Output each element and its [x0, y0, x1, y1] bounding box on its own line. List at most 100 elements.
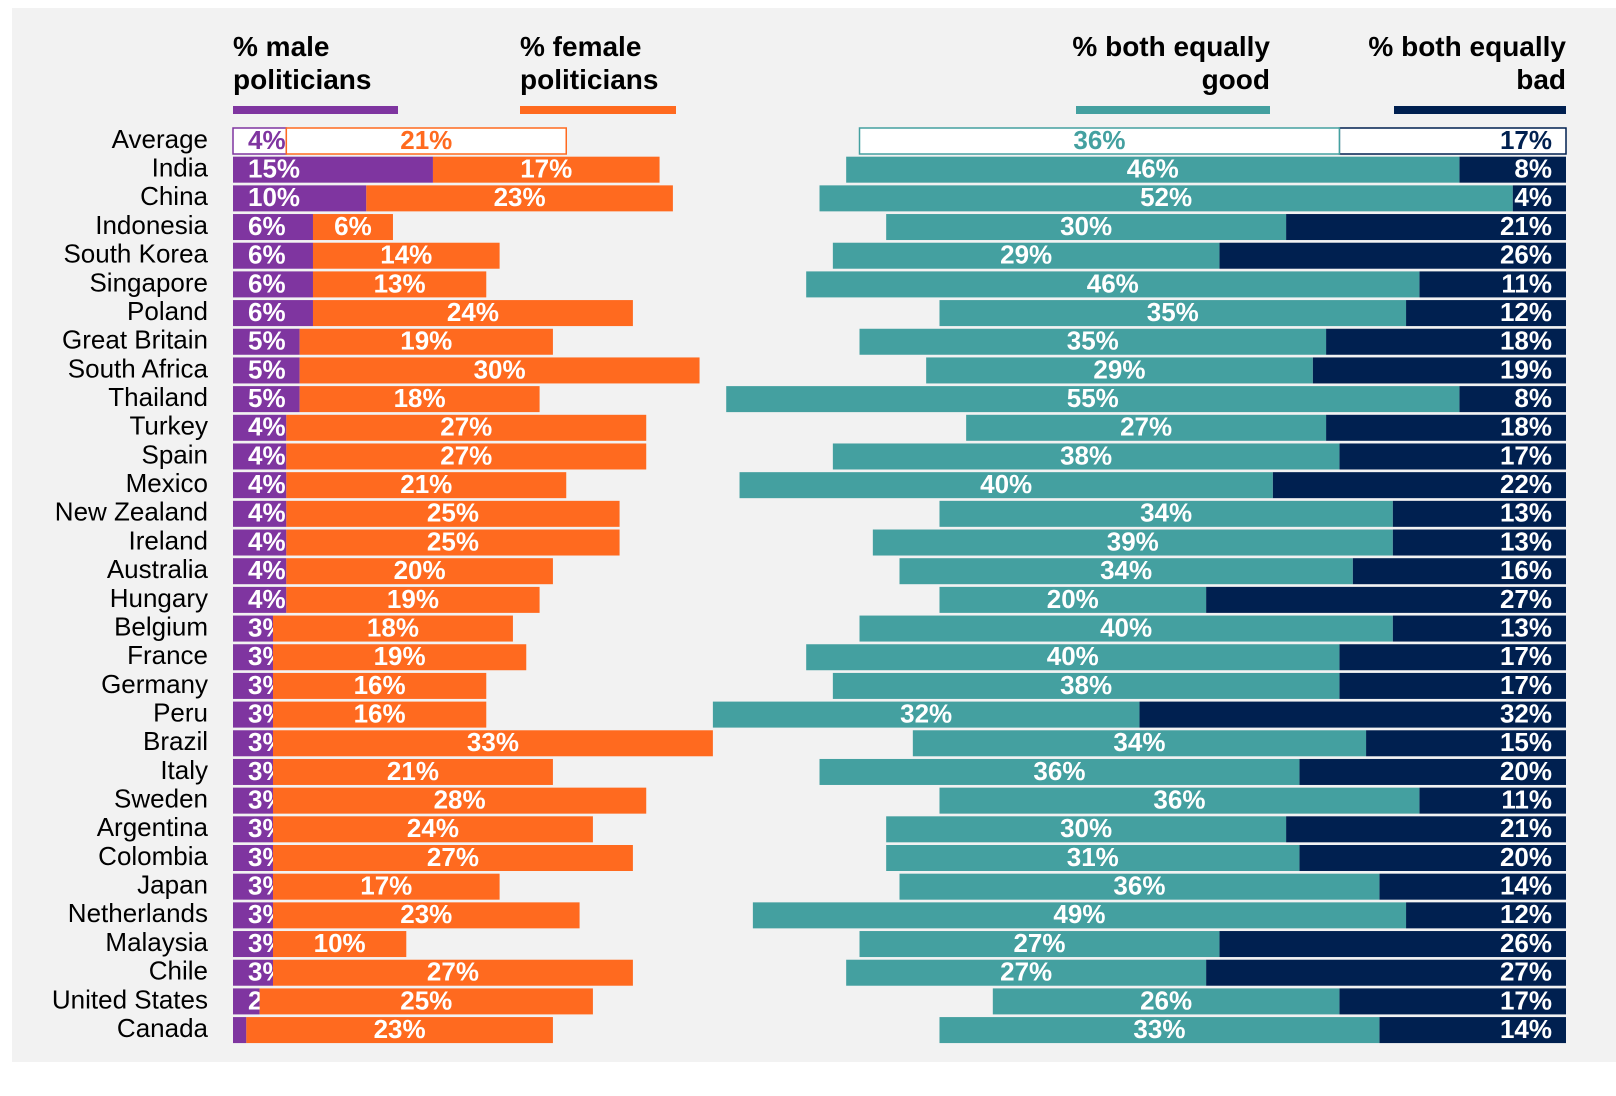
bar — [752, 902, 1407, 929]
bar — [272, 758, 553, 785]
value-label: 12% — [1500, 899, 1552, 929]
bar — [233, 988, 260, 1015]
value-label: 17% — [1500, 985, 1552, 1015]
value-label: 27% — [440, 440, 492, 470]
bar — [272, 873, 500, 900]
value-label: 27% — [1000, 957, 1052, 987]
value-label: 6% — [248, 211, 286, 241]
bar — [312, 242, 500, 269]
legend-swatch — [520, 106, 676, 114]
bar — [819, 758, 1300, 785]
value-label: 30% — [474, 354, 526, 384]
category-label: France — [127, 640, 208, 670]
value-label: 19% — [400, 326, 452, 356]
category-label: Average — [112, 124, 208, 154]
bar — [233, 586, 287, 613]
value-label: 28% — [434, 785, 486, 815]
bar — [939, 500, 1393, 527]
value-label: 25% — [427, 526, 479, 556]
bar — [1272, 472, 1566, 499]
bar — [233, 242, 313, 269]
category-label: Argentina — [97, 812, 209, 842]
value-label: 23% — [494, 182, 546, 212]
bar — [233, 558, 287, 585]
bar — [299, 386, 540, 413]
value-label: 27% — [1500, 584, 1552, 614]
value-label: 40% — [1047, 641, 1099, 671]
category-label: Singapore — [89, 267, 208, 297]
value-label: 16% — [354, 670, 406, 700]
category-label: Chile — [149, 956, 208, 986]
value-label: 6% — [248, 268, 286, 298]
category-label: Indonesia — [95, 210, 208, 240]
bar — [1219, 242, 1566, 269]
category-label: Australia — [107, 554, 209, 584]
bar — [886, 214, 1287, 241]
value-label: 23% — [400, 899, 452, 929]
value-label: 34% — [1100, 555, 1152, 585]
bar — [1286, 214, 1566, 241]
bar — [1286, 816, 1566, 843]
bar — [233, 701, 273, 728]
category-label: Colombia — [98, 841, 208, 871]
category-label: South Korea — [63, 239, 208, 269]
bar — [233, 787, 273, 814]
category-label: Japan — [137, 870, 208, 900]
value-label: 20% — [1047, 584, 1099, 614]
value-label: 21% — [1500, 813, 1552, 843]
value-label: 46% — [1127, 154, 1179, 184]
bar — [312, 271, 487, 298]
value-label: 33% — [467, 727, 519, 757]
value-label: 31% — [1067, 842, 1119, 872]
category-label: Brazil — [143, 726, 208, 756]
value-label: 52% — [1140, 182, 1192, 212]
bar — [1312, 357, 1566, 384]
bar — [1419, 787, 1566, 814]
bar — [272, 845, 633, 871]
bar — [1379, 1017, 1566, 1044]
category-label: Mexico — [126, 468, 208, 498]
value-label: 38% — [1060, 440, 1112, 470]
bar — [1339, 443, 1566, 470]
value-label: 24% — [447, 297, 499, 327]
legend-swatch — [233, 106, 398, 114]
bar — [832, 242, 1220, 269]
bar — [886, 816, 1287, 843]
bar — [1459, 386, 1566, 413]
bar — [272, 931, 407, 958]
value-label: 35% — [1067, 326, 1119, 356]
category-label: Malaysia — [105, 927, 208, 957]
category-label: New Zealand — [55, 497, 208, 527]
value-label: 4% — [248, 498, 286, 528]
value-label: 17% — [1500, 641, 1552, 671]
bar — [299, 328, 553, 355]
bar — [939, 300, 1407, 327]
bar — [1419, 271, 1566, 298]
bar — [233, 959, 273, 986]
bar — [1352, 558, 1566, 585]
bar — [899, 873, 1380, 900]
value-label: 17% — [1500, 440, 1552, 470]
value-label: 8% — [1514, 383, 1552, 413]
value-label: 16% — [354, 698, 406, 728]
value-label: 13% — [374, 268, 426, 298]
category-label: Belgium — [114, 611, 208, 641]
value-label: 27% — [1500, 957, 1552, 987]
bar — [1379, 873, 1566, 900]
value-label: 27% — [440, 412, 492, 442]
value-label: 19% — [1500, 354, 1552, 384]
category-label: Poland — [127, 296, 208, 326]
legend-swatch — [1076, 106, 1270, 114]
value-label: 4% — [248, 412, 286, 442]
category-label: Spain — [142, 439, 209, 469]
value-label: 35% — [1147, 297, 1199, 327]
bar — [858, 127, 1341, 155]
bar — [272, 672, 487, 699]
value-label: 4% — [1514, 182, 1552, 212]
bar — [233, 845, 273, 871]
category-label: Great Britain — [62, 325, 208, 355]
bar — [926, 357, 1313, 384]
bar — [712, 701, 1140, 728]
category-label: China — [140, 181, 208, 211]
bar — [859, 615, 1393, 642]
